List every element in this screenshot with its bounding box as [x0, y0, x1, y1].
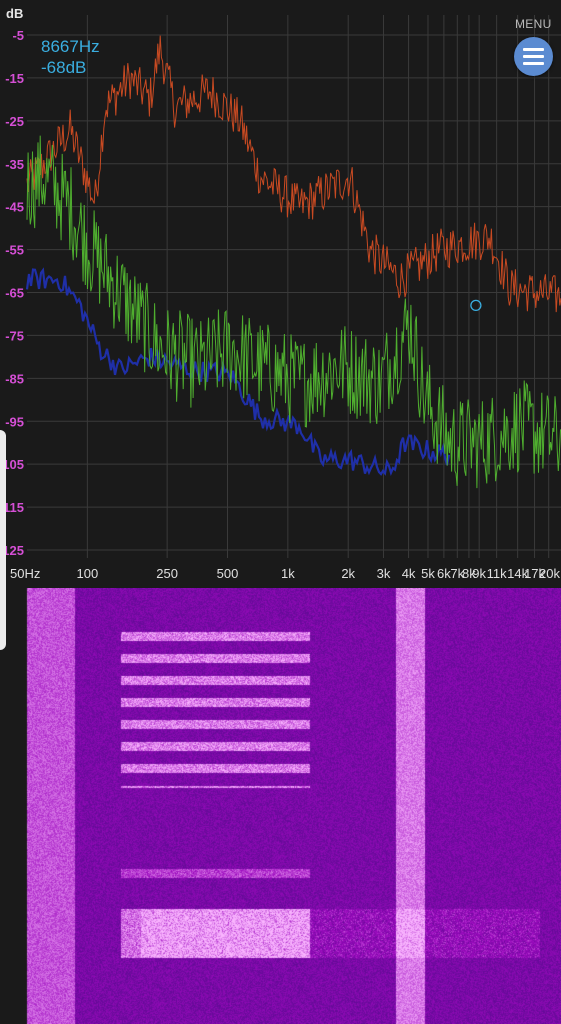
- x-tick-label: 17k: [524, 566, 545, 581]
- x-tick-label: 250: [156, 566, 178, 581]
- hamburger-icon-bar: [523, 62, 544, 65]
- y-tick-label: -35: [5, 157, 24, 172]
- y-tick-label: -105: [0, 457, 24, 472]
- average-spectrum-line: [25, 267, 451, 477]
- edge-drawer-handle[interactable]: [0, 430, 6, 650]
- x-tick-label: 5k: [421, 566, 435, 581]
- spectrum-plot[interactable]: dB -5 -15 -25 -35 -45 -55 -65 -75 -85 -95 -105 -115…: [0, 0, 561, 588]
- cursor-readout: 8667Hz -68dB: [41, 36, 100, 78]
- readout-frequency: 8667Hz: [41, 37, 100, 56]
- x-tick-label: 20k: [539, 566, 560, 581]
- x-tick-label: 3k: [377, 566, 391, 581]
- x-tick-label: 8k: [462, 566, 476, 581]
- y-tick-label: -115: [0, 500, 24, 515]
- db-axis-label: dB: [6, 6, 23, 21]
- y-tick-label: -25: [5, 114, 24, 129]
- x-tick-label: 100: [77, 566, 99, 581]
- hamburger-icon-bar: [523, 55, 544, 58]
- x-tick-label: 50Hz: [10, 566, 40, 581]
- spectrum-analyzer[interactable]: dB -5 -15 -25 -35 -45 -55 -65 -75 -85 -95 -105 -115…: [0, 0, 561, 588]
- y-tick-label: -75: [5, 328, 24, 343]
- readout-level: -68dB: [41, 58, 87, 77]
- y-tick-label: -65: [5, 286, 24, 301]
- y-tick-label: -85: [5, 371, 24, 386]
- x-tick-label: 4k: [402, 566, 416, 581]
- hamburger-icon: [523, 48, 544, 51]
- y-tick-label: -95: [5, 414, 24, 429]
- x-tick-label: 9k: [472, 566, 486, 581]
- menu-label: MENU: [515, 17, 552, 31]
- menu-button[interactable]: [514, 37, 553, 76]
- peak-hold-line: [26, 35, 561, 313]
- y-tick-label: -15: [5, 71, 24, 86]
- spectrogram-waterfall: [0, 588, 561, 1024]
- y-tick-label: -55: [5, 243, 24, 258]
- x-tick-label: 2k: [341, 566, 355, 581]
- y-tick-label: -125: [0, 543, 24, 558]
- x-tick-label: 500: [217, 566, 239, 581]
- x-tick-label: 6k: [437, 566, 451, 581]
- cursor-marker[interactable]: [470, 299, 482, 312]
- y-tick-label: -45: [5, 200, 24, 215]
- x-tick-label: 1k: [281, 566, 295, 581]
- x-tick-label: 7k: [450, 566, 464, 581]
- y-axis-ticks: -5 -15 -25 -35 -45 -55 -65 -75 -85 -95 -105 -115 -12…: [0, 28, 24, 558]
- x-tick-label: 14k: [507, 566, 528, 581]
- live-spectrum-line: [26, 135, 561, 489]
- x-tick-label: 11k: [487, 566, 507, 581]
- y-tick-label: -5: [12, 28, 24, 43]
